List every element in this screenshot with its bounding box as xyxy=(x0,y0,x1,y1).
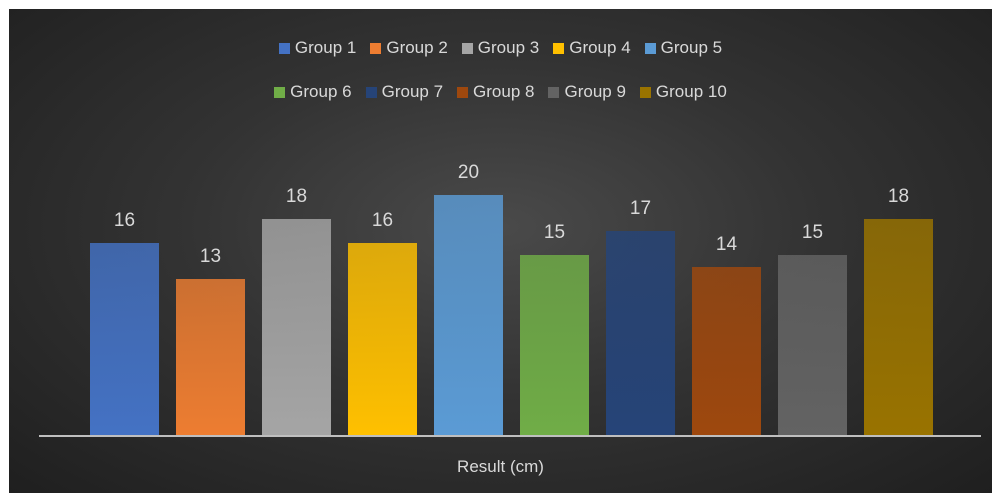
legend-item: Group 1 xyxy=(278,36,357,60)
legend-label: Group 7 xyxy=(381,82,444,101)
bar xyxy=(864,219,933,435)
data-label: 18 xyxy=(286,186,307,207)
legend-row: Group 6 Group 7 Group 8 Group 9 Group 10 xyxy=(9,80,992,104)
legend-label: Group 8 xyxy=(473,82,535,101)
legend-item: Group 5 xyxy=(644,36,723,60)
data-label: 17 xyxy=(630,198,651,219)
legend-item: Group 7 xyxy=(365,80,444,104)
legend-swatch xyxy=(548,86,560,98)
bar xyxy=(176,279,245,435)
bar xyxy=(520,255,589,435)
legend-swatch xyxy=(278,42,290,54)
data-label: 15 xyxy=(802,222,823,243)
bar xyxy=(778,255,847,435)
data-label: 20 xyxy=(458,162,479,183)
legend-swatch xyxy=(639,86,651,98)
data-label: 18 xyxy=(888,186,909,207)
bar xyxy=(348,243,417,435)
legend-swatch xyxy=(457,86,469,98)
legend-label: Group 9 xyxy=(564,82,626,101)
legend-label: Group 2 xyxy=(386,38,448,57)
plot-area: 16 13 18 16 20 15 17 14 15 18 xyxy=(39,162,981,437)
legend-row: Group 1 Group 2 Group 3 Group 4 Group 5 xyxy=(9,36,992,60)
x-axis-category-label: Result (cm) xyxy=(457,457,544,476)
data-label: 16 xyxy=(114,210,135,231)
data-label: 15 xyxy=(544,222,565,243)
legend-swatch xyxy=(370,42,382,54)
legend-item: Group 2 xyxy=(370,36,448,60)
legend-swatch xyxy=(274,86,286,98)
legend-label: Group 1 xyxy=(294,38,357,57)
legend-item: Group 3 xyxy=(461,36,540,60)
data-label: 16 xyxy=(372,210,393,231)
legend-label: Group 4 xyxy=(569,38,631,57)
legend-item: Group 10 xyxy=(639,80,727,104)
chart-frame: Group 1 Group 2 Group 3 Group 4 Group 5 Grou… xyxy=(9,9,992,493)
legend-swatch xyxy=(365,86,377,98)
legend-swatch xyxy=(644,42,656,54)
legend-label: Group 10 xyxy=(655,82,727,101)
legend-label: Group 5 xyxy=(660,38,723,57)
bar xyxy=(262,219,331,435)
legend-label: Group 6 xyxy=(290,82,352,101)
legend-swatch xyxy=(461,42,473,54)
bar xyxy=(692,267,761,435)
bar xyxy=(606,231,675,435)
legend-item: Group 6 xyxy=(274,80,352,104)
legend-item: Group 4 xyxy=(553,36,631,60)
legend-swatch xyxy=(553,42,565,54)
legend-item: Group 8 xyxy=(457,80,534,104)
data-label: 14 xyxy=(716,234,738,255)
legend-label: Group 3 xyxy=(477,38,540,57)
bar xyxy=(434,195,503,435)
data-label: 13 xyxy=(200,246,221,267)
legend-item: Group 9 xyxy=(548,80,626,104)
legend: Group 1 Group 2 Group 3 Group 4 Group 5 Grou… xyxy=(9,36,992,124)
bar xyxy=(90,243,159,435)
